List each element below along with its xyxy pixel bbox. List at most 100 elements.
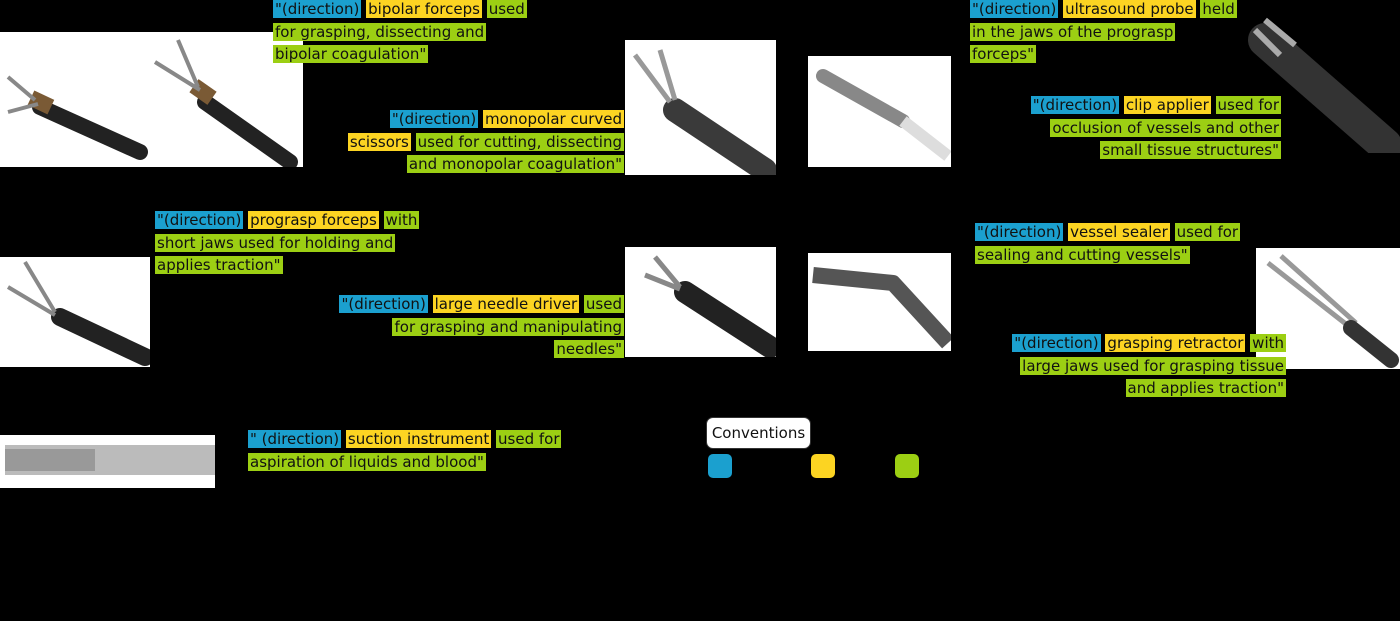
photo-ultrasound-probe <box>808 56 951 167</box>
function-text: used for <box>496 430 562 448</box>
caption-line: aspiration of liquids and blood" <box>248 451 561 474</box>
caption-line: "(direction) monopolar curved <box>348 108 624 131</box>
suction-instrument-icon <box>5 445 215 475</box>
function-text: forceps" <box>970 45 1037 63</box>
direction-text: "(direction) <box>273 0 362 18</box>
caption-line: short jaws used for holding and <box>155 232 419 255</box>
function-text: used for <box>1215 96 1281 114</box>
caption-line: for grasping and manipulating <box>339 316 624 339</box>
direction-text: " (direction) <box>248 430 342 448</box>
legend-swatch-instrument <box>811 454 835 478</box>
function-text: in the jaws of the prograsp <box>970 22 1176 41</box>
caption-line: "(direction) vessel sealer used for <box>975 221 1241 244</box>
caption-line: bipolar coagulation" <box>273 43 527 66</box>
function-text: for grasping, dissecting and <box>273 22 487 41</box>
prograsp-forceps-icon <box>6 260 150 366</box>
function-text: occlusion of vessels and other <box>1050 118 1281 137</box>
photo-monopolar-scissors <box>625 40 776 175</box>
function-text: sealing and cutting vessels" <box>975 245 1190 264</box>
caption-line: scissors used for cutting, dissecting <box>347 131 624 154</box>
instrument-name: grasping retractor <box>1105 334 1246 352</box>
function-text: short jaws used for holding and <box>155 233 396 252</box>
direction-text: "(direction) <box>1012 334 1101 352</box>
spacer <box>1211 96 1216 114</box>
spacer <box>411 133 416 151</box>
caption-line: "(direction) clip applier used for <box>1030 94 1281 117</box>
direction-text: "(direction) <box>339 295 428 313</box>
function-text: used <box>486 0 527 18</box>
caption-vessel-sealer: "(direction) vessel sealer used for seali… <box>975 221 1241 267</box>
instrument-name: bipolar forceps <box>366 0 482 18</box>
caption-line: " (direction) suction instrument used fo… <box>248 428 562 451</box>
caption-line: forceps" <box>970 43 1237 66</box>
ultrasound-probe-icon <box>816 69 951 161</box>
direction-text: "(direction) <box>155 211 244 229</box>
function-text: needles" <box>554 340 624 358</box>
caption-clip-applier: "(direction) clip applier used for occlus… <box>1030 94 1281 162</box>
caption-line: "(direction) prograsp forceps with <box>155 209 420 232</box>
spacer <box>428 295 433 313</box>
caption-line: and monopolar coagulation" <box>348 153 624 176</box>
function-text: with <box>1250 334 1286 352</box>
photo-bipolar-forceps <box>0 32 303 167</box>
instrument-name: scissors <box>347 132 411 151</box>
caption-monopolar-scissors: "(direction) monopolar curved scissors us… <box>347 108 624 176</box>
vessel-sealer-icon <box>812 267 951 349</box>
caption-line: "(direction) grasping retractor with <box>1012 332 1286 355</box>
caption-ultrasound-probe: "(direction) ultrasound probe held in the… <box>970 0 1237 66</box>
instrument-name: suction instrument <box>345 430 492 448</box>
photo-clip-applier <box>1245 15 1400 153</box>
instrument-name: prograsp forceps <box>248 211 379 229</box>
caption-line: in the jaws of the prograsp <box>970 21 1237 44</box>
direction-text: "(direction) <box>975 223 1064 241</box>
photo-needle-driver <box>625 247 776 357</box>
caption-bipolar-forceps: "(direction) bipolar forceps used for gra… <box>273 0 527 66</box>
legend-title: Conventions <box>706 417 811 449</box>
function-text: used for cutting, dissecting <box>415 132 624 151</box>
caption-suction: " (direction) suction instrument used fo… <box>248 428 562 474</box>
legend-swatch-direction <box>708 454 732 478</box>
caption-line: large jaws used for grasping tissue <box>1012 355 1286 378</box>
caption-prograsp-forceps: "(direction) prograsp forceps with short … <box>155 209 420 277</box>
caption-line: and applies traction" <box>1012 377 1286 400</box>
caption-line: occlusion of vessels and other <box>1031 117 1281 140</box>
caption-line: applies traction" <box>155 254 419 277</box>
caption-line: small tissue structures" <box>1031 139 1281 162</box>
photo-prograsp-forceps <box>0 257 150 367</box>
function-text: aspiration of liquids and blood" <box>248 452 486 471</box>
function-text: used for <box>1174 223 1241 241</box>
instrument-name: ultrasound probe <box>1063 0 1196 18</box>
photo-vessel-sealer <box>808 253 951 351</box>
direction-text: "(direction) <box>389 110 479 128</box>
direction-text: "(direction) <box>1030 96 1120 114</box>
needle-driver-icon <box>644 255 776 357</box>
caption-line: "(direction) large needle driver used <box>339 293 624 316</box>
function-text: large jaws used for grasping tissue <box>1020 356 1286 375</box>
grasping-retractor-icon <box>1266 254 1399 368</box>
caption-grasping-retractor: "(direction) grasping retractor with larg… <box>1012 332 1286 400</box>
function-text: bipolar coagulation" <box>273 45 429 63</box>
function-text: applies traction" <box>155 256 283 274</box>
instrument-name: large needle driver <box>432 295 580 313</box>
caption-needle-driver: "(direction) large needle driver used for… <box>339 293 624 361</box>
caption-line: sealing and cutting vessels" <box>975 244 1240 267</box>
function-text: held <box>1200 0 1237 18</box>
instrument-name: monopolar curved <box>482 110 624 128</box>
instrument-name: clip applier <box>1123 96 1211 114</box>
direction-text: "(direction) <box>970 0 1059 18</box>
function-text: with <box>383 211 420 229</box>
caption-line: "(direction) bipolar forceps used <box>273 0 527 21</box>
function-text: small tissue structures" <box>1100 141 1281 159</box>
function-text: used <box>583 295 624 313</box>
caption-line: needles" <box>339 338 624 361</box>
legend-swatch-function <box>895 454 919 478</box>
caption-line: "(direction) ultrasound probe held <box>970 0 1237 21</box>
clip-applier-icon <box>1248 17 1400 153</box>
bipolar-forceps-icon <box>6 39 298 167</box>
function-text: and applies traction" <box>1125 379 1286 397</box>
function-text: and monopolar coagulation" <box>406 155 624 173</box>
scissors-icon <box>632 49 776 175</box>
spacer <box>379 211 384 229</box>
spacer <box>482 0 487 18</box>
photo-suction <box>0 435 215 488</box>
